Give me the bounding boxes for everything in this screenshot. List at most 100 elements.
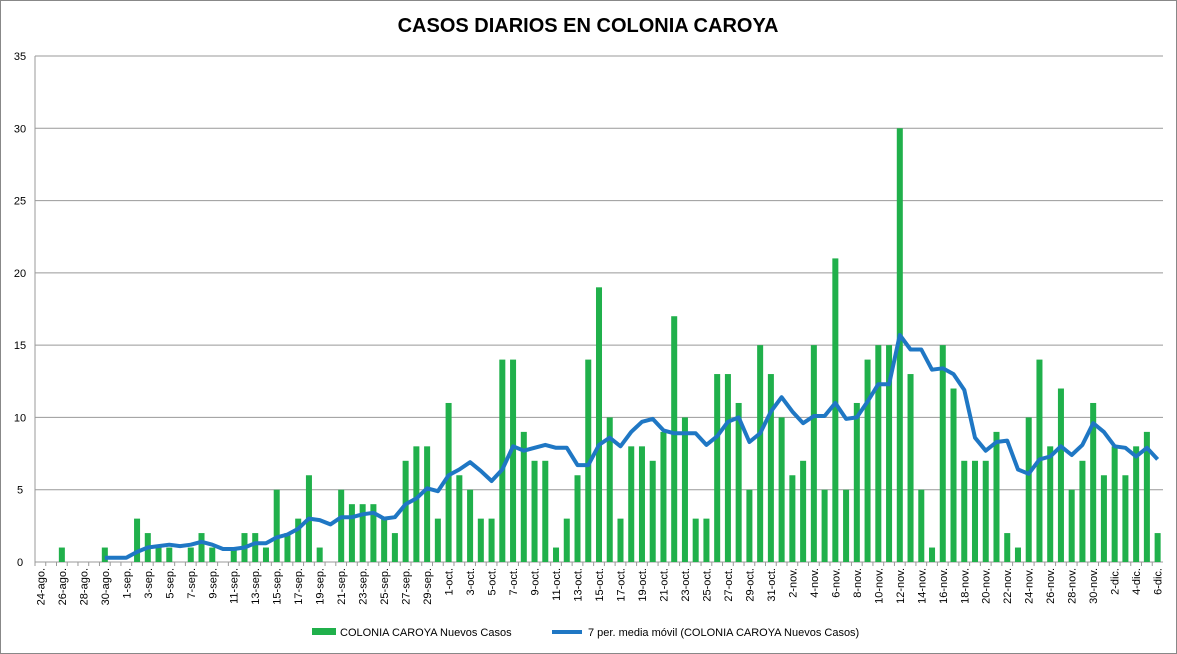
bar [585,359,592,562]
bar [262,547,269,562]
bar [681,417,688,562]
x-tick-label: 11-sep. [229,568,241,604]
bar [1111,446,1118,562]
bar [853,402,860,562]
x-tick-label: 9-sep. [207,568,219,599]
bar [821,489,828,562]
bar [209,547,216,562]
bar [531,460,538,562]
y-tick-label: 35 [14,51,26,63]
x-tick-label: 11-oct. [551,568,563,601]
moving-average-line [104,333,1160,560]
y-tick-label: 10 [14,412,26,424]
bar [886,345,893,562]
bar [134,518,141,562]
bar [843,489,850,562]
x-tick-label: 19-sep. [315,568,327,605]
x-tick-label: 6-nov. [830,568,842,598]
bar [477,518,484,562]
bar [918,489,925,562]
x-tick-label: 28-nov. [1067,568,1079,604]
bar [789,475,796,562]
x-tick-label: 26-nov. [1045,568,1057,604]
bar [671,316,678,562]
legend-swatch [312,628,336,635]
bar [1004,533,1011,562]
bar [434,518,441,562]
bar [553,547,560,562]
bar [638,446,645,562]
x-tick-label: 2-dic. [1110,568,1122,595]
x-tick-label: 21-sep. [336,568,348,605]
bar [155,547,162,562]
y-tick-label: 0 [17,557,23,569]
bar [875,345,882,562]
x-tick-label: 4-nov. [809,568,821,598]
bar [252,533,259,562]
bar [993,431,1000,562]
bar [520,431,527,562]
y-tick-label: 15 [14,340,26,352]
x-tick-label: 28-ago. [78,568,90,605]
x-tick-label: 4-dic. [1131,568,1143,595]
x-tick-label: 13-sep. [250,568,262,605]
bar [510,359,517,562]
bar [649,460,656,562]
x-tick-label: 23-sep. [358,568,370,605]
bar [660,431,667,562]
x-tick-label: 5-oct. [487,568,499,596]
x-tick-label: 1-sep. [121,568,133,599]
bar [982,460,989,562]
x-tick-label: 25-oct. [701,568,713,602]
bar [961,460,968,562]
bar [542,460,549,562]
bar [1143,431,1150,562]
x-tick-label: 20-nov. [981,568,993,604]
x-tick-label: 7-sep. [186,568,198,599]
x-tick-label: 19-oct. [637,568,649,602]
x-tick-label: 8-nov. [852,568,864,598]
bar [370,504,377,562]
bar [198,533,205,562]
x-tick-label: 27-oct. [723,568,735,602]
bar [1025,417,1032,562]
bar [595,287,603,562]
bar [359,504,366,562]
bar [1057,388,1064,562]
y-tick-label: 5 [17,485,23,497]
bar [864,359,871,562]
bar [832,258,839,562]
bar [971,460,979,562]
bar [295,518,302,562]
x-tick-label: 17-oct. [615,568,627,602]
bar [800,460,807,562]
bar [1047,446,1054,562]
x-tick-label: 25-sep. [379,568,391,605]
bar [810,345,817,562]
x-tick-label: 12-nov. [895,568,907,604]
y-tick-label: 25 [14,196,26,208]
bar [692,518,699,562]
x-tick-label: 9-oct. [530,568,542,596]
bar [316,547,323,562]
bar [413,446,420,562]
bar [348,504,355,562]
bar [1090,402,1097,562]
bar [273,489,280,562]
bar [166,547,173,562]
bar [467,489,474,562]
bar [58,547,65,562]
x-tick-label: 7-oct. [508,568,520,596]
x-tick-label: 18-nov. [959,568,971,604]
x-tick-label: 29-sep. [422,568,434,605]
x-tick-label: 16-nov. [938,568,950,604]
bar [628,446,635,562]
bar [187,547,194,562]
bar [1068,489,1075,562]
bar [778,417,785,562]
bar [724,374,731,562]
x-tick-label: 10-nov. [873,568,885,604]
bar [617,518,624,562]
x-tick-label: 31-oct. [766,568,778,602]
bar [929,547,936,562]
